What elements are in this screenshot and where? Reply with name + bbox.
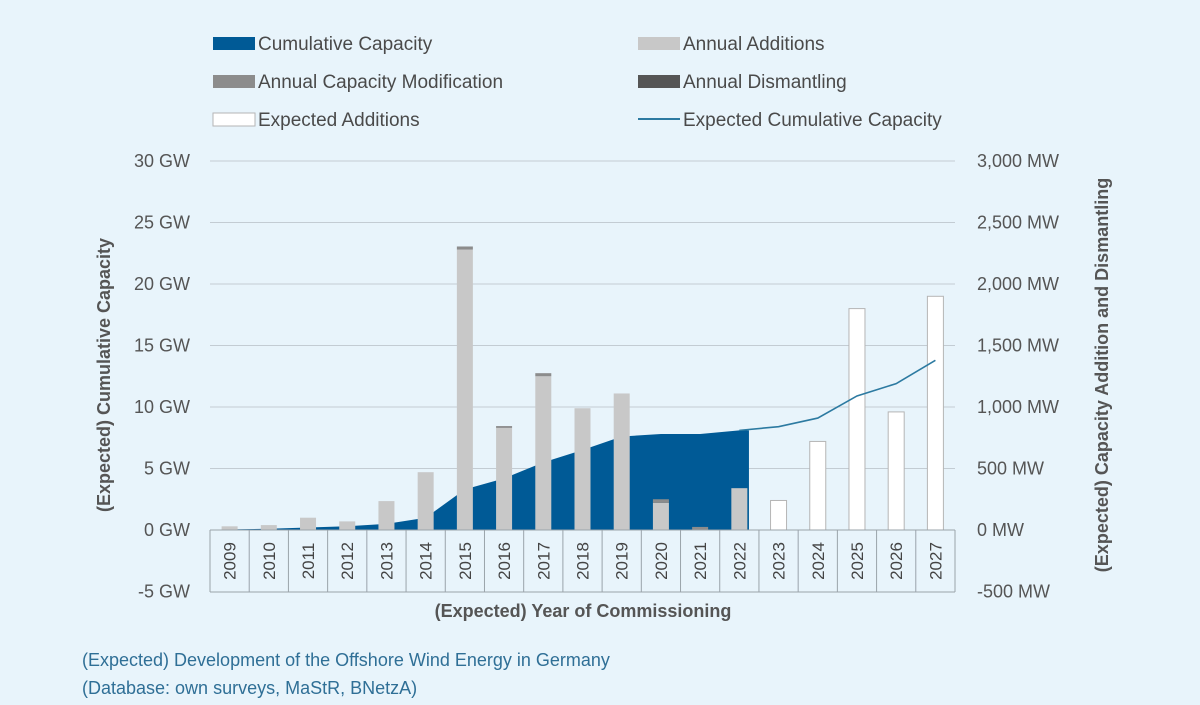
- annual-additions-bar: [339, 521, 356, 530]
- right-tick-label: 500 MW: [977, 459, 1044, 479]
- annual-additions-bar: [417, 472, 434, 530]
- left-tick-label: 0 GW: [144, 520, 190, 540]
- annual-additions-bar: [221, 526, 238, 530]
- x-tick-label: 2013: [377, 542, 396, 580]
- x-tick-label: 2018: [574, 542, 593, 580]
- x-tick-label: 2021: [691, 542, 710, 580]
- left-tick-label: 15 GW: [134, 336, 190, 356]
- x-tick-label: 2025: [848, 542, 867, 580]
- x-tick-label: 2012: [338, 542, 357, 580]
- left-axis-title: (Expected) Cumulative Capacity: [94, 238, 114, 512]
- x-tick-label: 2027: [926, 542, 945, 580]
- x-tick-label: 2020: [652, 542, 671, 580]
- annual-modification-bar: [496, 426, 513, 428]
- expected-additions-bar: [848, 308, 866, 531]
- legend-label-cumulative-capacity: Cumulative Capacity: [258, 34, 433, 55]
- right-tick-label: 3,000 MW: [977, 151, 1059, 171]
- right-axis-title: (Expected) Capacity Addition and Dismant…: [1092, 178, 1112, 572]
- legend-label-annual-dismantling: Annual Dismantling: [683, 72, 847, 93]
- legend-swatch-cumulative-capacity: [213, 37, 255, 50]
- expected-additions-bar: [809, 440, 827, 531]
- annual-modification-bar: [692, 526, 709, 530]
- legend-swatch-annual-dismantling: [638, 75, 680, 88]
- legend: Cumulative Capacity Annual Additions Ann…: [212, 34, 942, 131]
- annual-modification-bar: [652, 499, 669, 503]
- x-tick-label: 2019: [613, 542, 632, 580]
- right-tick-label: 1,500 MW: [977, 336, 1059, 356]
- legend-swatch-expected-additions: [212, 112, 256, 127]
- legend-label-expected-additions: Expected Additions: [258, 110, 420, 131]
- annual-additions-bar: [496, 427, 513, 530]
- annual-additions-bar: [731, 488, 748, 530]
- annual-modification-bar: [535, 373, 552, 377]
- legend-swatch-annual-capacity-modification: [213, 75, 255, 88]
- right-tick-label: 0 MW: [977, 520, 1024, 540]
- annual-additions-bar: [300, 517, 317, 530]
- left-tick-label: -5 GW: [138, 582, 190, 602]
- x-tick-label: 2010: [260, 542, 279, 580]
- caption-title: (Expected) Development of the Offshore W…: [82, 650, 610, 670]
- x-tick-label: 2023: [770, 542, 789, 580]
- left-tick-label: 20 GW: [134, 274, 190, 294]
- annual-additions-bar: [378, 501, 395, 530]
- annual-additions-bar: [456, 249, 473, 530]
- legend-label-annual-additions: Annual Additions: [683, 34, 825, 55]
- legend-swatch-annual-additions: [638, 37, 680, 50]
- right-tick-label: 2,500 MW: [977, 213, 1059, 233]
- legend-label-annual-capacity-modification: Annual Capacity Modification: [258, 72, 503, 93]
- annual-modification-bar: [456, 246, 473, 250]
- x-tick-label: 2011: [299, 543, 318, 580]
- annual-additions-bar: [652, 502, 669, 530]
- x-tick-label: 2024: [809, 542, 828, 580]
- x-tick-label: 2022: [730, 542, 749, 580]
- expected-cumulative-line: [739, 359, 936, 432]
- right-tick-label: 2,000 MW: [977, 274, 1059, 294]
- caption-source: (Database: own surveys, MaStR, BNetzA): [82, 678, 418, 698]
- bars: [221, 246, 944, 531]
- axes: -5 GW -500 MW 0 GW 0 MW 5 GW 500 MW 10 GW 1,000…: [134, 151, 1059, 602]
- x-tick-label: 2026: [887, 542, 906, 580]
- expected-additions-bar: [887, 411, 905, 531]
- annual-additions-bar: [260, 525, 277, 530]
- expected-additions-bar: [926, 295, 944, 531]
- gridlines: [210, 160, 955, 469]
- annual-additions-bar: [574, 408, 591, 530]
- right-tick-label: -500 MW: [977, 582, 1050, 602]
- legend-label-expected-cumulative-capacity: Expected Cumulative Capacity: [683, 110, 942, 131]
- expected-cumulative-capacity-line: [739, 359, 936, 432]
- annual-additions-bar: [613, 393, 630, 530]
- left-tick-label: 5 GW: [144, 459, 190, 479]
- x-axis-title: (Expected) Year of Commissioning: [435, 601, 732, 621]
- x-tick-label: 2009: [221, 542, 240, 580]
- x-tick-label: 2014: [417, 542, 436, 580]
- x-tick-label: 2016: [495, 542, 514, 580]
- left-tick-label: 30 GW: [134, 151, 190, 171]
- chart: Cumulative Capacity Annual Additions Ann…: [94, 34, 1112, 621]
- x-tick-label: 2015: [456, 542, 475, 580]
- right-tick-label: 1,000 MW: [977, 397, 1059, 417]
- left-tick-label: 10 GW: [134, 397, 190, 417]
- x-tick-label: 2017: [534, 542, 553, 580]
- annual-additions-bar: [535, 376, 552, 530]
- left-tick-label: 25 GW: [134, 213, 190, 233]
- expected-additions-bar: [770, 499, 788, 531]
